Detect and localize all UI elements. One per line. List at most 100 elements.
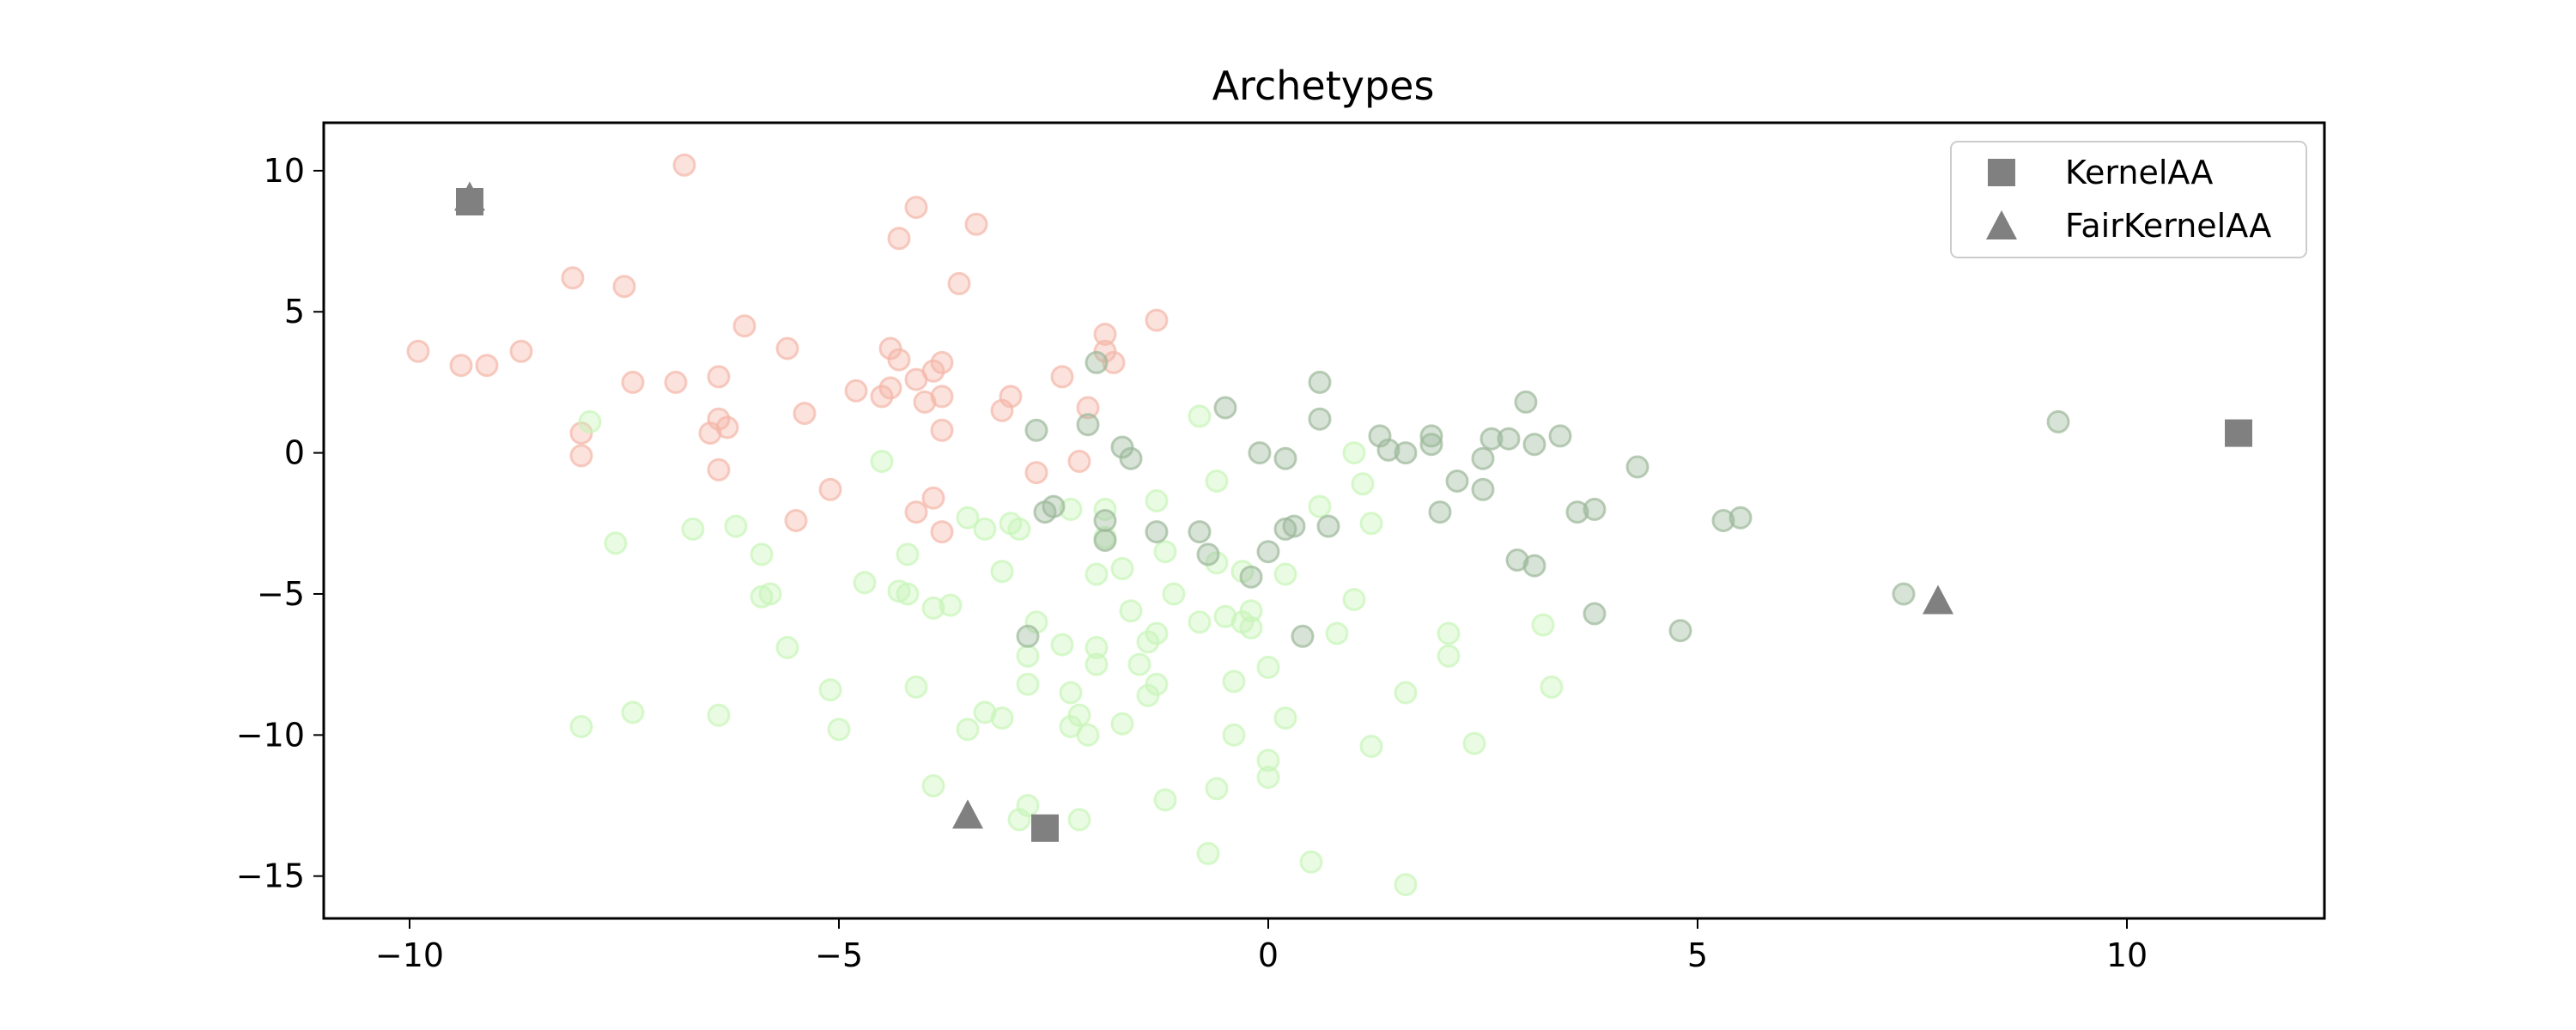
scatter-point [1076, 723, 1100, 747]
scatter-point [1067, 703, 1091, 727]
scatter-point [913, 390, 937, 414]
legend-label-fairkernelaa: FairKernelAA [2065, 207, 2271, 245]
scatter-layer [406, 153, 2070, 897]
scatter-point [1394, 441, 1418, 465]
scatter-point [1273, 706, 1297, 730]
scatter-point [1145, 520, 1169, 544]
scatter-point [921, 774, 945, 797]
scatter-point [509, 339, 533, 363]
scatter-point [818, 477, 842, 501]
scatter-point [1067, 450, 1091, 473]
plot-area [322, 121, 2326, 920]
scatter-point [1188, 520, 1212, 544]
scatter-point [1711, 509, 1735, 532]
scatter-point [964, 212, 988, 236]
scatter-point [930, 350, 954, 374]
x-tick-label: 0 [1258, 936, 1279, 974]
scatter-point [930, 520, 954, 544]
scatter-point [681, 517, 705, 541]
scatter-point [1067, 808, 1091, 832]
scatter-point [1042, 494, 1066, 518]
scatter-point [1093, 529, 1117, 552]
scatter-point [664, 370, 688, 394]
scatter-point [1394, 681, 1418, 705]
scatter-point [578, 409, 602, 433]
y-tick-label: −10 [236, 716, 305, 754]
scatter-point [930, 385, 954, 409]
scatter-point [1531, 613, 1555, 637]
scatter-point [406, 339, 430, 363]
scatter-point [1016, 644, 1040, 668]
scatter-point [1102, 350, 1126, 374]
scatter-point [1222, 670, 1246, 694]
scatter-point [1162, 582, 1186, 606]
scatter-point [1239, 599, 1263, 623]
scatter-point [1462, 731, 1486, 755]
scatter-point [1188, 610, 1212, 634]
scatter-point [1351, 472, 1375, 496]
scatter-point [707, 703, 731, 727]
scatter-point [1291, 624, 1315, 648]
scatter-point [1428, 500, 1452, 524]
fairkernelaa-archetype-marker [454, 181, 485, 211]
scatter-point [1522, 433, 1546, 457]
scatter-point [921, 486, 945, 510]
scatter-point [1119, 599, 1143, 623]
scatter-point [1256, 540, 1280, 564]
scatter-point [921, 596, 945, 620]
scatter-point [758, 582, 782, 606]
scatter-point [1445, 470, 1469, 493]
scatter-point [1084, 652, 1109, 676]
scatter-point [621, 700, 645, 724]
scatter-point [621, 370, 645, 394]
scatter-point [475, 354, 499, 378]
scatter-point [1522, 554, 1546, 578]
scatter-point [1325, 621, 1349, 645]
scatter-point [1093, 323, 1117, 346]
scatter-point [1419, 433, 1443, 457]
scatter-point [1205, 777, 1229, 801]
fairkernelaa-archetype-marker [952, 799, 983, 829]
scatter-point [1145, 672, 1169, 696]
scatter-point [1308, 407, 1332, 431]
scatter-point [1316, 514, 1340, 538]
scatter-point [990, 706, 1014, 730]
scatter-point [1299, 850, 1323, 874]
scatter-point [1505, 548, 1529, 572]
scatter-point [973, 517, 997, 541]
x-tick-label: 5 [1687, 936, 1708, 974]
scatter-point [1153, 540, 1177, 564]
scatter-point [1308, 370, 1332, 394]
scatter-point [1471, 446, 1495, 470]
x-tick-label: 10 [2106, 936, 2148, 974]
scatter-point [878, 376, 902, 400]
scatter-point [1196, 841, 1220, 865]
scatter-point [1024, 418, 1048, 442]
scatter-point [1153, 788, 1177, 812]
scatter-point [1093, 509, 1117, 532]
scatter-point [1110, 556, 1134, 580]
scatter-point [1728, 506, 1753, 530]
scatter-point [793, 402, 817, 426]
scatter-point [990, 560, 1014, 584]
scatter-point [775, 635, 799, 659]
scatter-point [904, 196, 928, 220]
kernelaa-archetype-marker [2225, 419, 2252, 447]
scatter-point [1256, 655, 1280, 679]
scatter-point [1196, 542, 1220, 566]
scatter-point [896, 542, 920, 566]
scatter-point [1273, 562, 1297, 586]
scatter-point [921, 359, 945, 383]
scatter-point [1024, 461, 1048, 485]
scatter-point [707, 365, 731, 389]
scatter-point [1419, 424, 1443, 448]
scatter-point [707, 457, 731, 482]
scatter-point [853, 571, 877, 595]
scatter-point [1273, 446, 1297, 470]
scatter-point [1583, 497, 1607, 521]
scatter-point [1540, 675, 1564, 699]
scatter-point [775, 336, 799, 360]
scatter-point [1007, 517, 1031, 541]
x-axis: −10 −5 0 5 10 [375, 918, 2148, 974]
